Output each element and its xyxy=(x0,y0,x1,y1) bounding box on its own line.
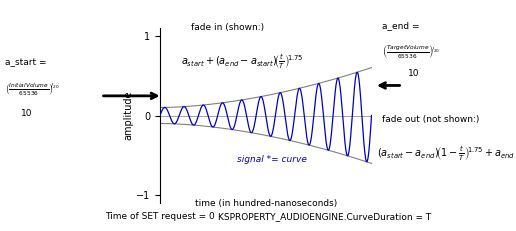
Y-axis label: amplitude: amplitude xyxy=(123,91,133,140)
Text: 10: 10 xyxy=(408,69,419,78)
Text: Time of SET request = 0: Time of SET request = 0 xyxy=(105,213,215,222)
Text: $\left(\frac{TargetVolume}{65536}\right)^{\!\!/_{20}}$: $\left(\frac{TargetVolume}{65536}\right)… xyxy=(382,44,440,61)
Text: fade in (shown:): fade in (shown:) xyxy=(191,23,264,32)
Text: fade out (not shown:): fade out (not shown:) xyxy=(382,116,479,125)
Text: $\left(a_{start}-a_{end}\right)\!\left(1-\frac{t}{T}\right)^{\!1.75}+a_{end}$: $\left(a_{start}-a_{end}\right)\!\left(1… xyxy=(377,145,515,163)
Text: a_end =: a_end = xyxy=(382,21,420,30)
Text: 10: 10 xyxy=(21,109,32,118)
Text: a_start =: a_start = xyxy=(5,58,46,67)
Text: signal *= curve: signal *= curve xyxy=(237,155,307,164)
Text: KSPROPERTY_AUDIOENGINE.CurveDuration = T: KSPROPERTY_AUDIOENGINE.CurveDuration = T xyxy=(218,213,432,222)
Text: $\left(\frac{InitialVolume}{65536}\right)^{\!\!/_{20}}$: $\left(\frac{InitialVolume}{65536}\right… xyxy=(5,82,60,98)
Text: $a_{start}+\left(a_{end}-a_{start}\right)\!\left(\frac{t}{T}\right)^{\!1.75}$: $a_{start}+\left(a_{end}-a_{start}\right… xyxy=(181,52,303,71)
Text: time (in hundred-nanoseconds): time (in hundred-nanoseconds) xyxy=(195,199,337,208)
